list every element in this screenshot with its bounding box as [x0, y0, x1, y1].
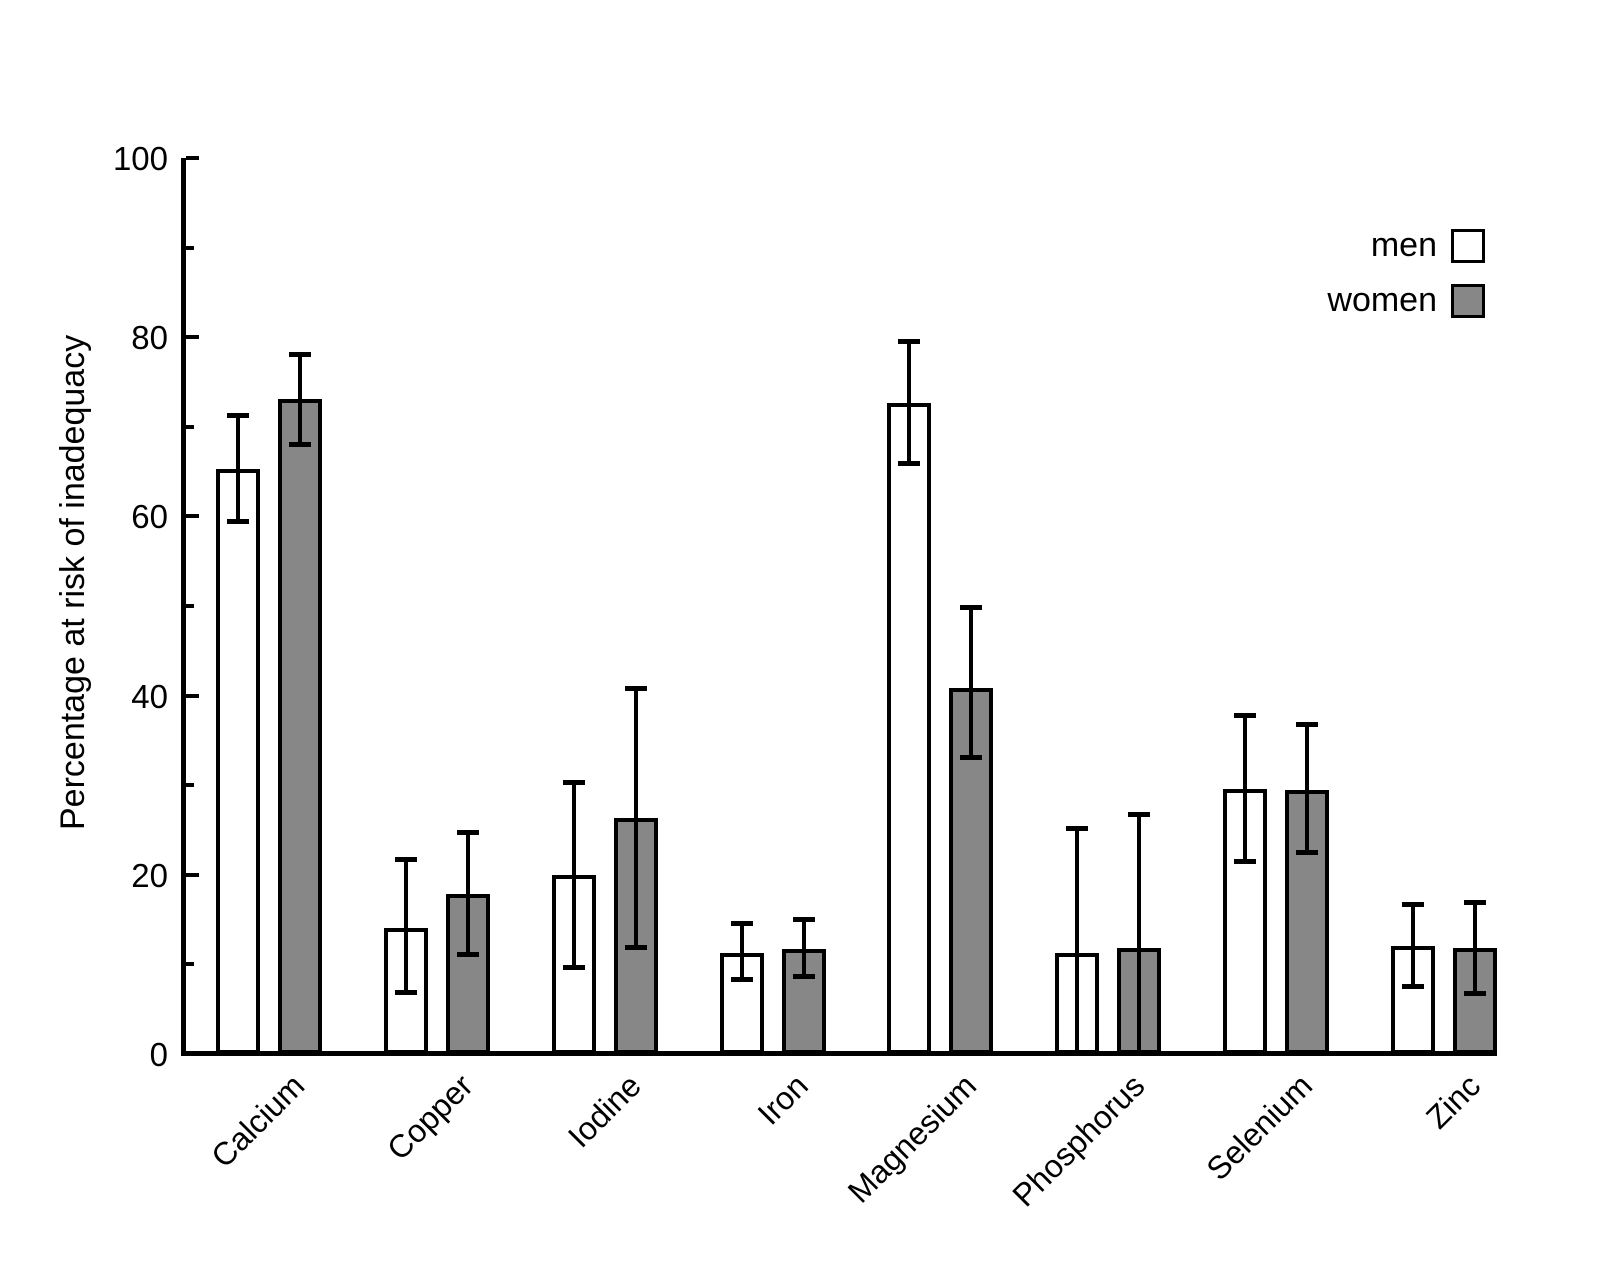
y-major-tick — [186, 156, 199, 160]
legend-label-women: women — [1327, 281, 1437, 319]
y-major-tick — [186, 872, 199, 877]
error-bar-cap-bottom — [960, 755, 983, 761]
y-axis-line — [181, 158, 186, 1056]
y-major-tick — [186, 693, 199, 698]
y-minor-tick — [186, 424, 194, 429]
error-bar-line — [1411, 904, 1416, 987]
error-bar-cap-bottom — [394, 990, 417, 996]
error-bar-cap-top — [730, 921, 753, 927]
error-bar-cap-top — [1234, 713, 1257, 719]
error-bar-cap-bottom — [1464, 990, 1487, 996]
error-bar-cap-top — [624, 686, 647, 692]
error-bar-line — [1243, 715, 1248, 863]
error-bar-cap-top — [960, 604, 983, 610]
bar-men-magnesium — [887, 402, 932, 1054]
category-label-iodine: Iodine — [560, 1067, 648, 1155]
error-bar-cap-top — [394, 856, 417, 862]
category-label-iron: Iron — [750, 1067, 816, 1132]
error-bar-cap-bottom — [562, 964, 585, 970]
error-bar-line — [739, 923, 744, 980]
error-bar-cap-bottom — [730, 976, 753, 982]
legend-label-men: men — [1370, 226, 1437, 264]
y-minor-tick — [186, 245, 194, 250]
y-tick-label: 40 — [131, 677, 168, 715]
y-tick-label: 0 — [149, 1036, 168, 1073]
legend-swatch-men — [1451, 229, 1485, 263]
error-bar-cap-top — [1464, 899, 1487, 905]
y-minor-tick — [186, 604, 194, 608]
category-label-selenium: Selenium — [1199, 1067, 1319, 1188]
error-bar-cap-top — [1128, 811, 1151, 817]
error-bar-cap-top — [227, 413, 249, 419]
error-bar-cap-bottom — [792, 973, 815, 979]
error-bar-line — [236, 415, 240, 522]
legend-swatch-women — [1451, 284, 1485, 318]
error-bar-cap-top — [456, 829, 479, 835]
category-label-phosphorus: Phosphorus — [1004, 1067, 1152, 1214]
error-bar-cap-top — [289, 352, 311, 358]
bar-women-calcium — [278, 399, 322, 1054]
error-bar-cap-top — [1402, 902, 1425, 908]
error-bar-line — [969, 606, 974, 759]
error-bar-cap-bottom — [1402, 983, 1425, 989]
category-label-magnesium: Magnesium — [840, 1067, 984, 1210]
y-tick-label: 80 — [131, 319, 168, 357]
error-bar-line — [1075, 828, 1080, 1054]
error-bar-line — [633, 688, 638, 949]
error-bar-line — [571, 781, 576, 968]
error-bar-line — [298, 354, 302, 445]
error-bar-cap-bottom — [289, 441, 311, 447]
error-bar-cap-bottom — [624, 945, 647, 951]
x-axis-line — [181, 1051, 1497, 1056]
error-bar-cap-bottom — [227, 518, 249, 524]
error-bar-line — [465, 831, 470, 956]
category-label-calcium: Calcium — [204, 1067, 312, 1175]
error-bar-line — [801, 918, 806, 977]
y-minor-tick — [186, 783, 194, 788]
category-label-zinc: Zinc — [1418, 1067, 1487, 1136]
y-major-tick — [186, 335, 199, 340]
error-bar-cap-top — [898, 338, 921, 344]
error-bar-cap-bottom — [456, 952, 479, 958]
error-bar-cap-top — [1296, 722, 1319, 728]
error-bar-cap-top — [792, 916, 815, 922]
error-bar-line — [907, 340, 912, 465]
bar-men-calcium — [216, 468, 260, 1054]
error-bar-cap-bottom — [1234, 859, 1257, 865]
y-tick-label: 100 — [112, 140, 168, 177]
category-label-copper: Copper — [379, 1067, 480, 1167]
error-bar-line — [403, 858, 408, 994]
error-bar-cap-top — [562, 779, 585, 785]
y-minor-tick — [186, 962, 194, 967]
error-bar-line — [1305, 724, 1310, 854]
error-bar-line — [1473, 901, 1478, 994]
error-bar-cap-top — [1066, 826, 1089, 832]
error-bar-cap-bottom — [898, 461, 921, 467]
y-axis-title: Percentage at risk of inadequacy — [54, 334, 92, 830]
y-tick-label: 20 — [131, 856, 168, 894]
error-bar-cap-bottom — [1296, 850, 1319, 856]
y-major-tick — [186, 514, 199, 519]
y-tick-label: 60 — [131, 498, 168, 536]
error-bar-line — [1137, 813, 1142, 1054]
